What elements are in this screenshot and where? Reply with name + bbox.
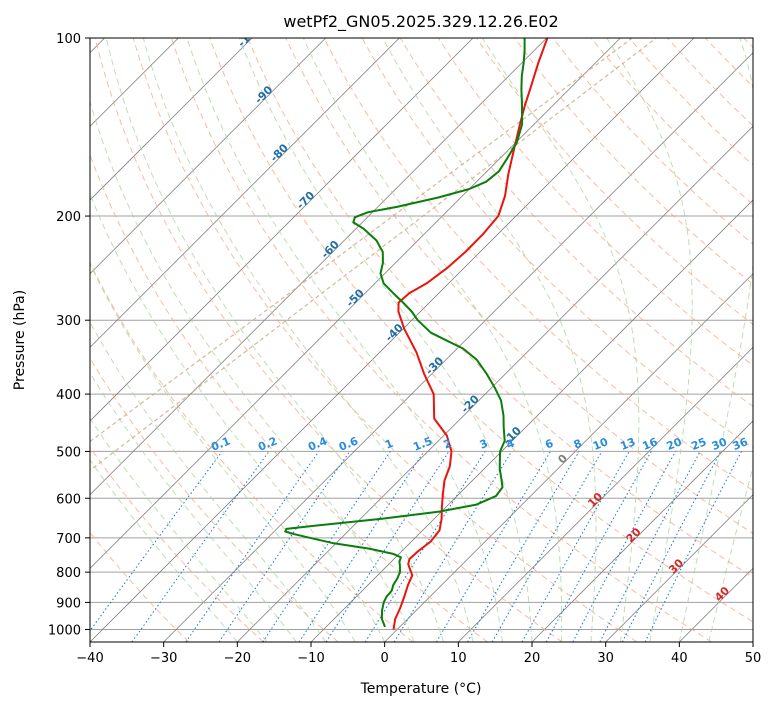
isotherm-line	[163, 52, 753, 642]
mixing-ratio-line	[572, 451, 676, 642]
grid-layer	[90, 38, 753, 642]
moist-adiabat-line	[606, 38, 693, 642]
mixing-ratio-line	[298, 451, 425, 642]
isotherm-line	[90, 38, 326, 275]
mixing-ratio-line	[393, 451, 513, 642]
isotherm-line	[237, 125, 753, 642]
isotherm-line	[531, 420, 753, 642]
mixing-ratio-line	[521, 451, 630, 642]
mixing-ratio-line	[131, 451, 270, 642]
dry-adiabat-line	[170, 38, 712, 642]
mixing-ratio-line	[185, 451, 320, 642]
reference-curve-line	[90, 38, 633, 443]
mixing-ratio-line	[90, 451, 223, 632]
mixing-ratio-line	[621, 451, 722, 642]
isotherm-label: -100	[235, 21, 264, 50]
mixing-ratio-line	[545, 451, 652, 642]
y-tick-label: 600	[56, 492, 81, 507]
isotherm-line	[90, 38, 621, 569]
mixing-ratio-label: 13	[618, 435, 637, 453]
moist-adiabat-line	[90, 100, 415, 642]
moist-adiabat-line	[105, 38, 445, 642]
moist-adiabat-line	[90, 417, 268, 642]
isotherm-line	[90, 38, 474, 422]
mixing-ratio-label: 8	[572, 437, 584, 452]
y-tick-label: 100	[56, 32, 81, 47]
moist-adiabat-line	[90, 321, 327, 642]
dry-adiabat-line	[209, 38, 753, 623]
y-tick-label: 1000	[48, 623, 81, 638]
mixing-ratio-label: 2	[442, 437, 454, 452]
y-tick-label: 200	[56, 210, 81, 225]
y-tick-label: 400	[56, 388, 81, 403]
x-tick-label: 0	[381, 651, 389, 666]
moist-adiabat-line	[382, 38, 597, 642]
mixing-ratio-label: 36	[731, 435, 750, 453]
y-tick-label: 300	[56, 314, 81, 329]
dewpoint-profile-line	[284, 38, 526, 628]
mixing-ratio-label: 16	[640, 435, 659, 453]
moist-adiabat-line	[90, 459, 238, 642]
moist-adiabat-line	[90, 262, 356, 642]
isotherm-line	[90, 38, 695, 642]
isotherm-line	[605, 494, 753, 642]
mixing-ratio-label: 20	[665, 435, 684, 453]
temperature-profile-line	[392, 38, 549, 630]
moist-adiabat-line	[481, 38, 640, 642]
y-tick-label: 500	[56, 445, 81, 460]
plot-frame	[89, 37, 754, 643]
mixing-ratio-line	[644, 451, 742, 642]
x-tick-label: −40	[76, 651, 103, 666]
moist-adiabat-line	[708, 465, 753, 642]
tick-layer: −40 −30 −20 −10 0 10 20 30 40 50 100 200 300 400 500 60…	[48, 32, 761, 666]
dry-adiabat-line	[90, 446, 264, 642]
moist-adiabat-line	[302, 38, 563, 642]
x-tick-label: −30	[150, 651, 177, 666]
x-tick-label: 50	[745, 651, 762, 666]
y-tick-label: 900	[56, 596, 81, 611]
x-tick-label: 20	[524, 651, 541, 666]
y-axis-label: Pressure (hPa)	[12, 290, 28, 390]
moist-adiabat-line	[238, 38, 533, 642]
mixing-ratio-line	[262, 451, 391, 642]
dry-adiabat-line	[476, 38, 753, 326]
dry-adiabat-line	[94, 38, 563, 642]
dry-adiabat-line	[90, 261, 414, 642]
moist-adiabat-line	[90, 371, 297, 642]
dry-adiabat-line	[132, 38, 638, 642]
series-layer	[284, 38, 549, 630]
dry-adiabat-line	[90, 357, 339, 642]
mixing-ratio-label: 1	[383, 437, 395, 452]
isotherm-line	[384, 273, 753, 642]
mixing-ratio-label: 30	[710, 435, 729, 453]
isotherm-line	[90, 38, 547, 496]
mixing-ratio-label: 10	[591, 435, 610, 453]
x-tick-label: −20	[224, 651, 251, 666]
x-axis-label: Temperature (°C)	[360, 681, 482, 697]
y-tick-label: 800	[56, 566, 81, 581]
y-tick-label: 700	[56, 532, 81, 547]
mixing-ratio-label: 25	[689, 435, 708, 453]
dry-adiabat-line	[285, 38, 753, 535]
moist-adiabat-line	[186, 38, 503, 642]
isotherm-line	[90, 38, 253, 201]
mixing-ratio-label: 3	[478, 437, 490, 452]
isotherm-line	[458, 346, 753, 642]
x-tick-label: 10	[450, 651, 467, 666]
mixing-ratio-line	[325, 451, 450, 642]
dry-adiabat-line	[323, 38, 753, 492]
mixing-ratio-line	[218, 451, 351, 642]
x-tick-label: 40	[671, 651, 688, 666]
dry-adiabat-line	[514, 38, 753, 285]
x-tick-label: −10	[297, 651, 324, 666]
moist-adiabat-line	[142, 38, 474, 642]
x-tick-label: 30	[597, 651, 614, 666]
dry-adiabat-line	[247, 38, 753, 578]
chart-title: wetPf2_GN05.2025.329.12.26.E02	[283, 12, 558, 32]
moist-adiabat-line	[90, 192, 386, 642]
moist-adiabat-line	[678, 38, 753, 642]
isotherm-line	[90, 38, 400, 348]
